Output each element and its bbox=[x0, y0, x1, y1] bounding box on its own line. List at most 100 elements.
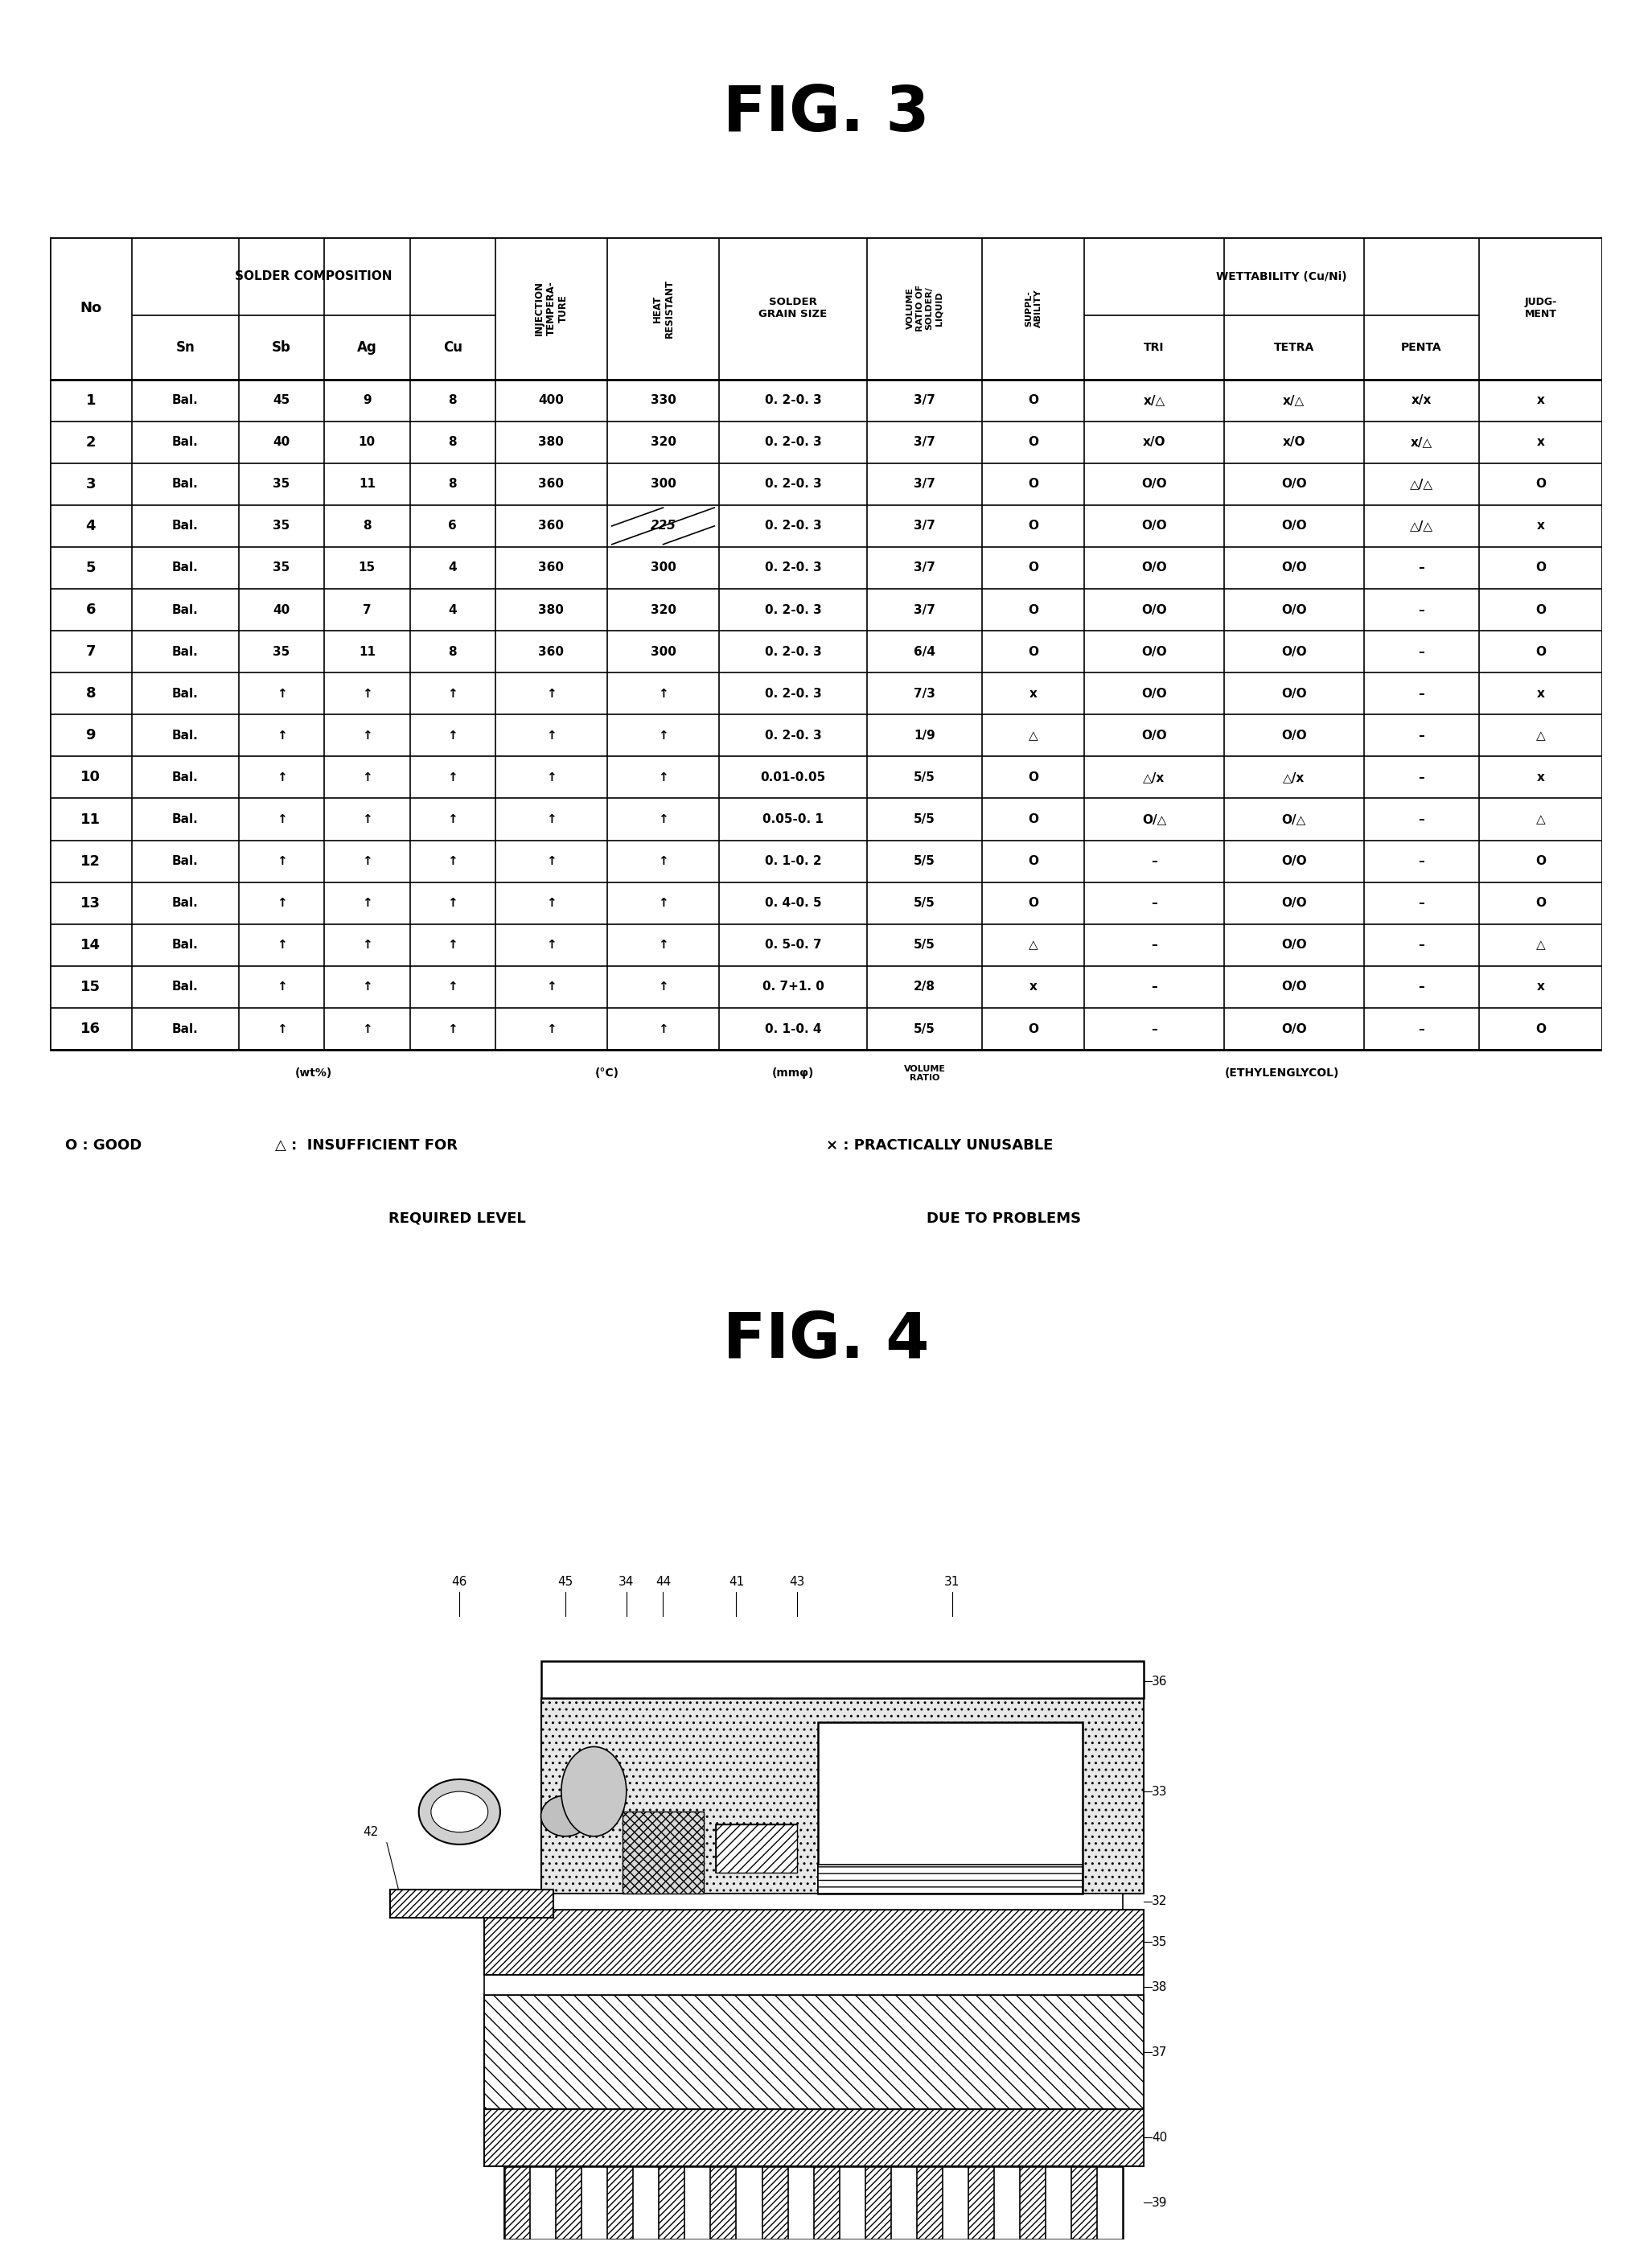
Text: 10: 10 bbox=[358, 437, 375, 448]
Text: 5/5: 5/5 bbox=[914, 771, 935, 783]
Text: 3/7: 3/7 bbox=[914, 394, 935, 407]
Bar bbox=[659, 2167, 686, 2239]
Text: ↑: ↑ bbox=[657, 1022, 669, 1036]
Bar bbox=[917, 2167, 943, 2239]
Text: O/O: O/O bbox=[1142, 688, 1166, 699]
Bar bbox=[814, 2167, 839, 2239]
Text: 6: 6 bbox=[86, 602, 96, 618]
Text: PENTA: PENTA bbox=[1401, 342, 1442, 353]
Bar bbox=[555, 2167, 582, 2239]
Text: 35: 35 bbox=[273, 520, 291, 532]
Text: 16: 16 bbox=[81, 1022, 101, 1036]
Text: O/O: O/O bbox=[1282, 477, 1307, 491]
Text: 320: 320 bbox=[651, 604, 676, 615]
Text: △/△: △/△ bbox=[1409, 520, 1434, 532]
Text: 35: 35 bbox=[273, 561, 291, 575]
Text: Bal.: Bal. bbox=[172, 604, 198, 615]
Text: ↑: ↑ bbox=[276, 1022, 287, 1036]
Text: 2/8: 2/8 bbox=[914, 982, 935, 993]
Text: O/O: O/O bbox=[1142, 520, 1166, 532]
Text: 0. 1-0. 4: 0. 1-0. 4 bbox=[765, 1022, 821, 1036]
Text: –: – bbox=[1151, 898, 1158, 909]
Text: O/O: O/O bbox=[1142, 561, 1166, 575]
Text: ↑: ↑ bbox=[547, 898, 557, 909]
Text: 9: 9 bbox=[86, 728, 96, 742]
Text: –: – bbox=[1419, 814, 1424, 826]
Text: JUDG-
MENT: JUDG- MENT bbox=[1525, 296, 1556, 319]
Text: ↑: ↑ bbox=[547, 688, 557, 699]
Text: 8: 8 bbox=[448, 394, 458, 407]
Text: –: – bbox=[1419, 855, 1424, 866]
Text: 0. 2-0. 3: 0. 2-0. 3 bbox=[765, 437, 821, 448]
Text: 3/7: 3/7 bbox=[914, 477, 935, 491]
Text: 40: 40 bbox=[273, 437, 291, 448]
Text: TETRA: TETRA bbox=[1274, 342, 1315, 353]
Text: 0. 2-0. 3: 0. 2-0. 3 bbox=[765, 604, 821, 615]
Text: ↑: ↑ bbox=[362, 688, 372, 699]
Text: 7: 7 bbox=[363, 604, 372, 615]
Bar bbox=[504, 2167, 1123, 2239]
Text: O: O bbox=[1535, 1022, 1546, 1036]
Text: O: O bbox=[1028, 520, 1039, 532]
Text: 0. 7+1. 0: 0. 7+1. 0 bbox=[762, 982, 824, 993]
Text: ↑: ↑ bbox=[362, 728, 372, 742]
Text: x/△: x/△ bbox=[1143, 394, 1165, 407]
Text: 4: 4 bbox=[86, 518, 96, 534]
Text: x: x bbox=[1536, 688, 1545, 699]
Text: O: O bbox=[1535, 477, 1546, 491]
Text: 5/5: 5/5 bbox=[914, 814, 935, 826]
Text: 0. 1-0. 2: 0. 1-0. 2 bbox=[765, 855, 821, 866]
Text: 13: 13 bbox=[81, 896, 101, 909]
Text: 38: 38 bbox=[1151, 1982, 1168, 1993]
Text: △/x: △/x bbox=[1284, 771, 1305, 783]
Ellipse shape bbox=[420, 1780, 501, 1844]
Text: SOLDER COMPOSITION: SOLDER COMPOSITION bbox=[235, 271, 392, 283]
Text: x/O: x/O bbox=[1282, 437, 1305, 448]
Text: 36: 36 bbox=[1151, 1676, 1168, 1687]
Text: △: △ bbox=[1536, 814, 1546, 826]
Bar bbox=[484, 1995, 1143, 2108]
Bar bbox=[484, 2108, 1143, 2167]
Text: O: O bbox=[1028, 855, 1039, 866]
Text: SUPPL-
ABILITY: SUPPL- ABILITY bbox=[1024, 290, 1042, 328]
Text: 0. 2-0. 3: 0. 2-0. 3 bbox=[765, 688, 821, 699]
Text: 39: 39 bbox=[1151, 2196, 1168, 2208]
Text: Bal.: Bal. bbox=[172, 688, 198, 699]
Text: 360: 360 bbox=[539, 645, 563, 658]
Text: × : PRACTICALLY UNUSABLE: × : PRACTICALLY UNUSABLE bbox=[826, 1138, 1052, 1151]
Text: 3/7: 3/7 bbox=[914, 437, 935, 448]
Text: –: – bbox=[1151, 855, 1158, 866]
Text: 0. 2-0. 3: 0. 2-0. 3 bbox=[765, 561, 821, 575]
Text: SOLDER
GRAIN SIZE: SOLDER GRAIN SIZE bbox=[758, 296, 828, 319]
Text: Cu: Cu bbox=[443, 339, 463, 355]
Text: 35: 35 bbox=[273, 645, 291, 658]
Text: –: – bbox=[1419, 771, 1424, 783]
Text: 8: 8 bbox=[448, 645, 458, 658]
Text: 360: 360 bbox=[539, 477, 563, 491]
Text: x: x bbox=[1029, 982, 1037, 993]
Text: Bal.: Bal. bbox=[172, 939, 198, 950]
Text: ↑: ↑ bbox=[657, 728, 669, 742]
Text: △ :  INSUFFICIENT FOR: △ : INSUFFICIENT FOR bbox=[274, 1138, 458, 1151]
Bar bbox=[715, 1823, 798, 1873]
Text: ↑: ↑ bbox=[276, 688, 287, 699]
Text: △/△: △/△ bbox=[1409, 477, 1434, 491]
Text: 11: 11 bbox=[81, 812, 101, 826]
Text: –: – bbox=[1151, 982, 1158, 993]
Text: 300: 300 bbox=[651, 477, 676, 491]
Text: 5/5: 5/5 bbox=[914, 898, 935, 909]
Text: ↑: ↑ bbox=[448, 982, 458, 993]
Text: O/O: O/O bbox=[1282, 688, 1307, 699]
Text: 5/5: 5/5 bbox=[914, 939, 935, 950]
Text: Bal.: Bal. bbox=[172, 561, 198, 575]
Text: O/O: O/O bbox=[1282, 728, 1307, 742]
Text: 330: 330 bbox=[651, 394, 676, 407]
Bar bbox=[504, 2167, 530, 2239]
Text: 33: 33 bbox=[1151, 1785, 1168, 1798]
Text: x: x bbox=[1536, 437, 1545, 448]
Text: 5: 5 bbox=[86, 561, 96, 575]
Text: Bal.: Bal. bbox=[172, 394, 198, 407]
Bar bbox=[710, 2167, 737, 2239]
Text: ↑: ↑ bbox=[448, 855, 458, 866]
Text: Bal.: Bal. bbox=[172, 898, 198, 909]
